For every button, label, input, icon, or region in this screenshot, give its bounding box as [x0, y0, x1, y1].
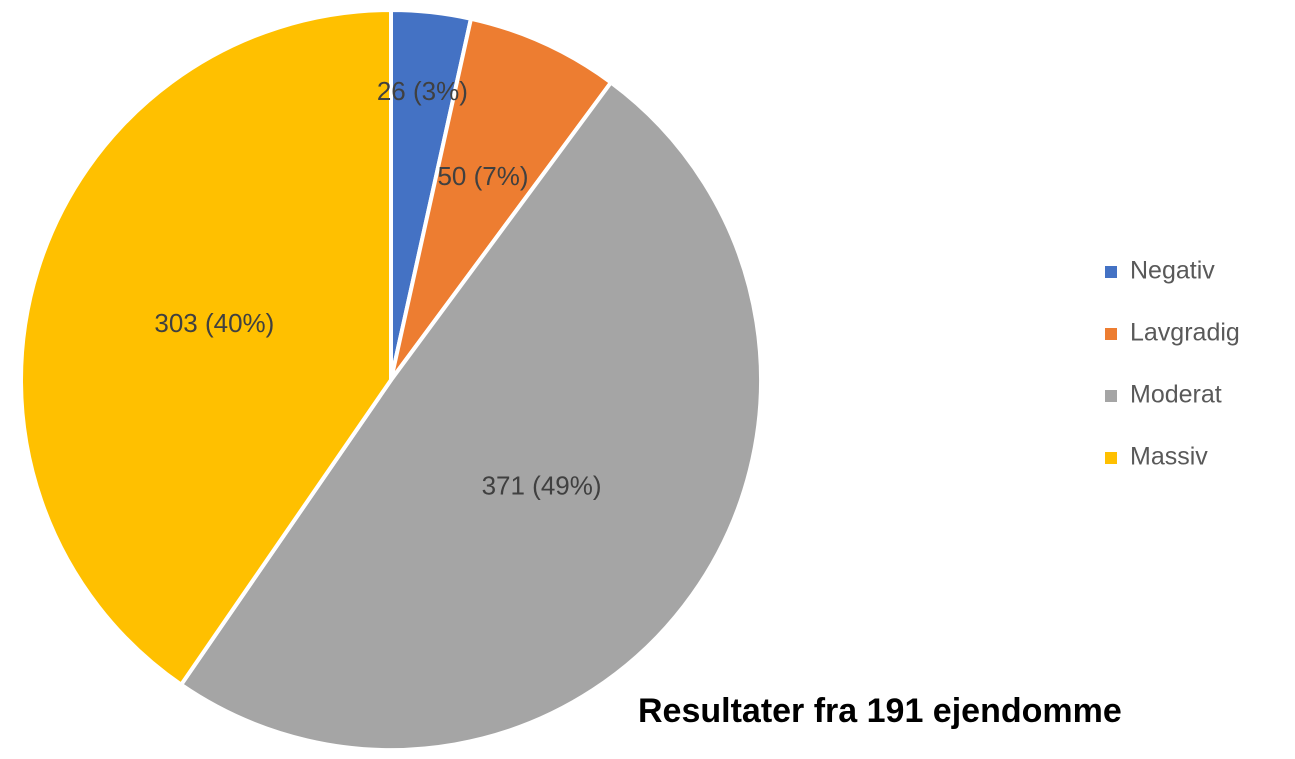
- data-label: 26 (3%): [377, 76, 468, 106]
- data-labels: 26 (3%) 50 (7%) 371 (49%) 303 (40%): [154, 76, 601, 500]
- legend-swatch: [1105, 328, 1117, 340]
- legend-label: Moderat: [1130, 381, 1222, 409]
- data-label: 371 (49%): [482, 470, 602, 500]
- pie-slice: [389, 16, 614, 382]
- legend: Negativ Lavgradig Moderat Massiv: [1105, 257, 1240, 471]
- data-label: 303 (40%): [154, 308, 274, 338]
- legend-label: Lavgradig: [1130, 319, 1240, 347]
- pie: [19, 7, 763, 753]
- pie-slice: [178, 79, 763, 753]
- legend-label: Massiv: [1130, 443, 1208, 471]
- pie-slice: [19, 7, 393, 688]
- chart-title: Resultater fra 191 ejendomme: [638, 692, 1122, 730]
- legend-swatch: [1105, 452, 1117, 464]
- legend-swatch: [1105, 390, 1117, 402]
- legend-swatch: [1105, 266, 1117, 278]
- data-label: 50 (7%): [437, 161, 528, 191]
- legend-label: Negativ: [1130, 257, 1215, 285]
